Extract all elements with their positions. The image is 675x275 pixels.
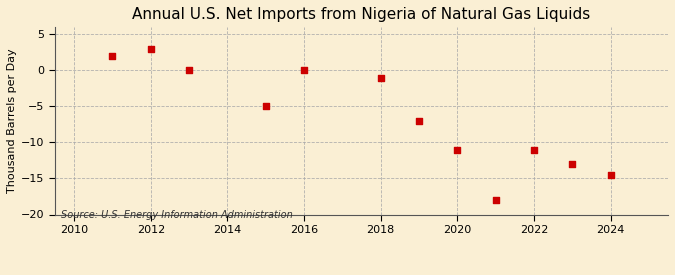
Point — [145, 47, 156, 51]
Point — [529, 147, 539, 152]
Point — [107, 54, 118, 58]
Title: Annual U.S. Net Imports from Nigeria of Natural Gas Liquids: Annual U.S. Net Imports from Nigeria of … — [132, 7, 591, 22]
Point — [452, 147, 463, 152]
Y-axis label: Thousand Barrels per Day: Thousand Barrels per Day — [7, 49, 17, 193]
Point — [298, 68, 309, 73]
Point — [414, 119, 425, 123]
Point — [490, 198, 501, 202]
Point — [261, 104, 271, 109]
Point — [184, 68, 194, 73]
Point — [605, 173, 616, 177]
Point — [375, 75, 386, 80]
Text: Source: U.S. Energy Information Administration: Source: U.S. Energy Information Administ… — [61, 210, 293, 220]
Point — [567, 162, 578, 166]
